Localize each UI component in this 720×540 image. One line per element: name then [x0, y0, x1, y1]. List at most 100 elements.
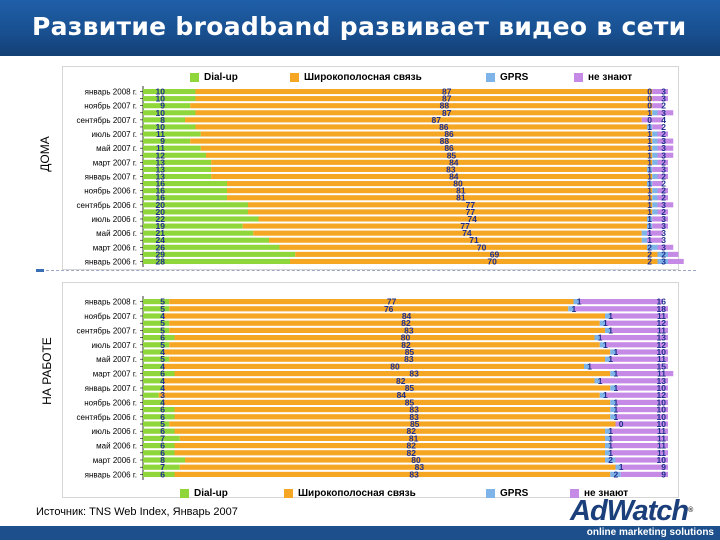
data-label-unknown: 11 [657, 311, 666, 321]
data-label-dialup: 22 [156, 214, 166, 224]
bar-segment-gprs [647, 216, 653, 222]
category-label: январь 2006 г. [85, 470, 137, 479]
bar-segment-broadband [200, 145, 653, 151]
bar-segment-gprs [647, 166, 653, 172]
data-label-dialup: 4 [160, 361, 165, 371]
data-label-dialup: 26 [156, 242, 166, 252]
bar-segment-broadband [195, 96, 653, 102]
data-label-dialup: 13 [156, 164, 166, 174]
data-label-unknown: 11 [657, 325, 666, 335]
title-bar: Развитие broadband развивает видео в сет… [0, 0, 720, 56]
legend-label-dialup: Dial-up [194, 488, 228, 499]
bar-segment-gprs [652, 195, 658, 201]
bar-segment-broadband [253, 230, 642, 236]
data-label-dialup: 4 [160, 347, 165, 357]
bar-segment-broadband [200, 131, 653, 137]
bar-segment-dialup [143, 327, 170, 333]
data-label-dialup: 8 [160, 115, 165, 125]
data-label-gprs: 0 [647, 94, 652, 104]
bar-segment-unknown [652, 103, 663, 109]
data-label-dialup: 10 [156, 108, 166, 118]
data-label-gprs: 1 [647, 235, 652, 245]
data-label-unknown: 2 [661, 129, 666, 139]
data-label-broadband: 77 [466, 207, 476, 217]
legend-item-dialup: Dial-up [190, 72, 238, 83]
bar-segment-dialup [143, 457, 185, 463]
legend-swatch-unknown [570, 489, 579, 498]
bar-segment-gprs [610, 371, 616, 377]
data-label-gprs: 1 [608, 448, 613, 458]
legend-swatch-broadband [290, 73, 299, 82]
bar-segment-dialup [143, 152, 206, 158]
data-label-unknown: 16 [657, 297, 667, 307]
data-label-unknown: 3 [661, 200, 666, 210]
data-label-gprs: 2 [614, 469, 619, 479]
data-label-broadband: 70 [487, 256, 497, 266]
data-label-unknown: 3 [661, 143, 666, 153]
bar-segment-unknown [641, 117, 663, 123]
bar-segment-broadband [227, 188, 653, 194]
data-label-gprs: 1 [608, 354, 613, 364]
bar-segment-broadband [164, 313, 605, 319]
data-label-dialup: 10 [156, 94, 166, 104]
bar-segment-gprs [647, 181, 653, 187]
legend-item-broadband: Широкополосная связь [284, 488, 416, 499]
bar-segment-dialup [143, 110, 196, 116]
bar-segment-unknown [657, 138, 674, 144]
bar-segment-unknown [647, 230, 663, 236]
category-label: январь 2007 г. [85, 173, 137, 182]
bar-segment-dialup [143, 464, 180, 470]
bar-segment-gprs [594, 378, 600, 384]
data-label-unknown: 10 [657, 455, 667, 465]
bar-segment-gprs [568, 306, 574, 312]
bar-segment-broadband [169, 342, 600, 348]
data-label-dialup: 28 [156, 256, 166, 266]
data-label-dialup: 5 [160, 304, 165, 314]
bar-segment-gprs [599, 392, 605, 398]
category-label: март 2007 г. [93, 158, 137, 167]
data-label-broadband: 80 [411, 455, 421, 465]
data-label-gprs: 1 [608, 311, 613, 321]
data-label-gprs: 1 [608, 426, 613, 436]
brand-name: AdWatch [570, 495, 689, 527]
bar-segment-unknown [652, 124, 663, 130]
bar-segment-gprs [652, 131, 658, 137]
bar-segment-dialup [143, 173, 212, 180]
data-label-dialup: 6 [160, 405, 165, 415]
data-label-dialup: 4 [160, 383, 165, 393]
data-label-dialup: 16 [156, 193, 166, 203]
bar-segment-dialup [143, 124, 196, 130]
data-label-gprs: 1 [647, 150, 652, 160]
data-label-gprs: 1 [619, 462, 624, 472]
bar-segment-unknown [652, 223, 668, 229]
data-label-broadband: 87 [442, 94, 452, 104]
data-label-unknown: 2 [661, 186, 666, 196]
legend-label-broadband: Широкополосная связь [304, 72, 422, 83]
data-label-gprs: 1 [647, 157, 652, 167]
bar-segment-broadband [174, 407, 611, 413]
bar-segment-dialup [143, 103, 191, 109]
data-label-broadband: 84 [449, 172, 459, 182]
data-label-gprs: 1 [647, 164, 652, 174]
bar-segment-unknown [652, 216, 668, 222]
data-label-unknown: 9 [661, 462, 666, 472]
data-label-dialup: 7 [160, 462, 165, 472]
bar-segment-broadband [295, 251, 658, 257]
bar-segment-broadband [179, 464, 616, 470]
data-label-broadband: 77 [387, 297, 397, 307]
legend-swatch-gprs [486, 73, 495, 82]
footer-band: online marketing solutions [0, 526, 720, 540]
bar-segment-gprs [573, 299, 579, 305]
bar-segment-unknown [599, 378, 668, 384]
bar-segment-gprs [610, 349, 616, 355]
data-label-broadband: 85 [405, 347, 415, 357]
bar-segment-dialup [143, 320, 170, 326]
bar-segment-dialup [143, 166, 212, 172]
bar-segment-dialup [143, 428, 175, 434]
data-label-unknown: 11 [657, 426, 666, 436]
bar-segment-broadband [164, 378, 595, 384]
bar-segment-unknown [657, 244, 674, 250]
bar-segment-unknown [668, 258, 684, 265]
bar-segment-unknown [615, 385, 668, 391]
bar-segment-dialup [143, 421, 170, 427]
